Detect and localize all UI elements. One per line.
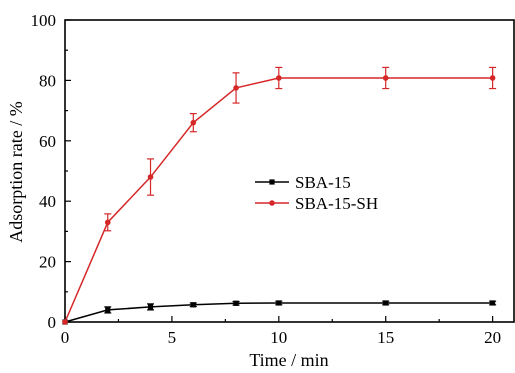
data-point bbox=[105, 307, 111, 313]
data-point bbox=[276, 300, 282, 306]
data-point bbox=[104, 219, 111, 226]
data-point bbox=[190, 302, 196, 308]
data-point bbox=[147, 174, 154, 180]
data-point bbox=[489, 75, 496, 81]
y-tick-label: 60 bbox=[39, 132, 56, 151]
y-tick-label: 80 bbox=[39, 71, 56, 90]
data-point bbox=[383, 300, 389, 306]
x-axis-title: Time / min bbox=[249, 350, 328, 370]
y-axis-title: Adsorption rate / % bbox=[6, 101, 26, 242]
series-line bbox=[64, 302, 493, 323]
data-point bbox=[190, 119, 197, 126]
data-point bbox=[382, 75, 389, 81]
x-tick-label: 0 bbox=[61, 328, 70, 347]
legend-marker bbox=[269, 179, 275, 185]
legend-marker bbox=[269, 200, 275, 206]
y-tick-label: 40 bbox=[39, 192, 56, 211]
data-point bbox=[276, 75, 282, 81]
data-point bbox=[490, 300, 496, 306]
x-tick-label: 20 bbox=[484, 328, 501, 347]
legend-item: SBA-15-SH bbox=[255, 194, 378, 213]
data-point bbox=[62, 319, 68, 325]
y-tick-label: 20 bbox=[39, 253, 56, 272]
legend-label: SBA-15 bbox=[295, 173, 351, 192]
x-tick-label: 5 bbox=[168, 328, 177, 347]
legend-item: SBA-15 bbox=[255, 173, 351, 192]
y-axis-ticks: 0 20 40 60 80 100 bbox=[31, 11, 71, 332]
series-line bbox=[64, 77, 493, 323]
y-tick-label: 100 bbox=[31, 11, 57, 30]
series-layer bbox=[62, 66, 497, 325]
x-tick-label: 15 bbox=[377, 328, 394, 347]
legend-label: SBA-15-SH bbox=[295, 194, 378, 213]
series-sba-15 bbox=[62, 300, 497, 325]
data-point bbox=[233, 300, 239, 306]
plot-frame bbox=[64, 19, 515, 323]
plot-border bbox=[64, 19, 515, 323]
data-point bbox=[147, 304, 154, 310]
x-tick-label: 10 bbox=[270, 328, 287, 347]
x-axis-ticks: 0 5 10 15 20 bbox=[61, 316, 501, 347]
series-sba-15-sh bbox=[62, 66, 497, 325]
y-tick-label: 0 bbox=[48, 313, 57, 332]
data-point bbox=[233, 85, 239, 91]
legend: SBA-15 SBA-15-SH bbox=[255, 173, 378, 213]
